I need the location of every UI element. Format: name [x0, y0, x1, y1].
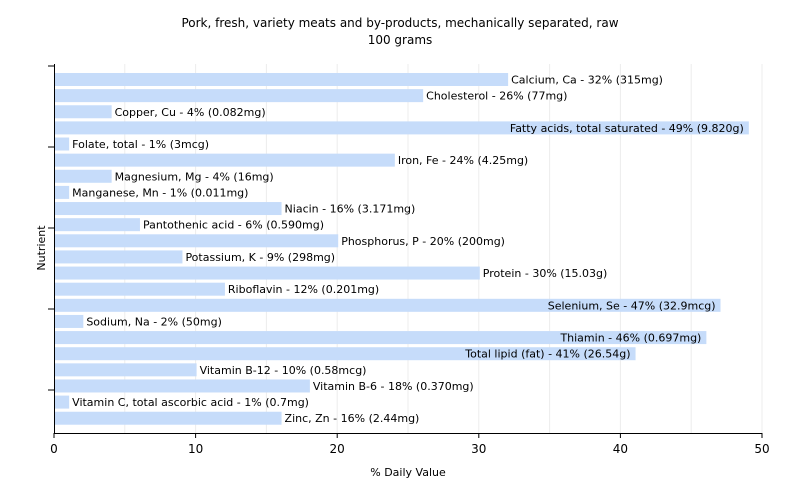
bar-label: Potassium, K - 9% (298mg): [185, 251, 335, 264]
bars: [55, 73, 749, 425]
bar: [55, 121, 749, 135]
bar: [55, 202, 282, 216]
bar-label: Vitamin B-12 - 10% (0.58mcg): [200, 364, 367, 377]
bar: [55, 153, 395, 167]
bar: [55, 363, 197, 377]
chart-subtitle: 100 grams: [368, 33, 433, 47]
bar-label: Total lipid (fat) - 41% (26.54g): [464, 348, 630, 361]
y-axis-title: Nutrient: [35, 225, 48, 271]
x-tick-label: 30: [471, 442, 486, 456]
bar-label: Manganese, Mn - 1% (0.011mg): [72, 186, 248, 199]
bar-label: Iron, Fe - 24% (4.25mg): [398, 154, 528, 167]
bar-label: Fatty acids, total saturated - 49% (9.82…: [510, 122, 744, 135]
bar-label: Protein - 30% (15.03g): [483, 267, 608, 280]
bar: [55, 314, 84, 328]
bar: [55, 298, 721, 312]
bar: [55, 89, 424, 103]
bar: [55, 331, 707, 345]
bar-label: Vitamin B-6 - 18% (0.370mg): [313, 380, 474, 393]
bar: [55, 282, 225, 296]
x-axis-title: % Daily Value: [370, 466, 446, 479]
bar: [55, 266, 480, 280]
x-tick-label: 40: [613, 442, 628, 456]
x-tick-label: 0: [50, 442, 58, 456]
bar: [55, 395, 70, 409]
bar: [55, 185, 70, 199]
bar-label: Niacin - 16% (3.171mg): [285, 203, 416, 216]
bar: [55, 250, 183, 264]
x-tick-label: 50: [754, 442, 769, 456]
bar: [55, 218, 140, 232]
bar: [55, 105, 112, 119]
bar-label: Copper, Cu - 4% (0.082mg): [115, 106, 266, 119]
bar-label: Folate, total - 1% (3mcg): [72, 138, 209, 151]
bar-label: Sodium, Na - 2% (50mg): [86, 315, 222, 328]
bar: [55, 169, 112, 183]
bar-label: Riboflavin - 12% (0.201mg): [228, 283, 379, 296]
bar-label: Selenium, Se - 47% (32.9mcg): [548, 299, 716, 312]
bar: [55, 347, 636, 361]
bar-label: Calcium, Ca - 32% (315mg): [511, 74, 663, 87]
bar: [55, 379, 310, 393]
bar: [55, 73, 509, 86]
bar-label: Zinc, Zn - 16% (2.44mg): [285, 412, 420, 425]
x-tick-label: 10: [188, 442, 203, 456]
bar-label: Pantothenic acid - 6% (0.590mg): [143, 219, 324, 232]
bar: [55, 234, 339, 248]
x-tick-label: 20: [330, 442, 345, 456]
bar-label: Cholesterol - 26% (77mg): [426, 90, 567, 103]
bar: [55, 411, 282, 425]
bar-label: Thiamin - 46% (0.697mg): [559, 332, 701, 345]
bar-labels: Calcium, Ca - 32% (315mg) Cholesterol - 2…: [72, 74, 744, 426]
bar: [55, 137, 70, 151]
grid-lines: [124, 64, 763, 433]
bar-label: Vitamin C, total ascorbic acid - 1% (0.7…: [72, 396, 309, 409]
chart-title: Pork, fresh, variety meats and by-produc…: [181, 16, 618, 30]
bar-label: Phosphorus, P - 20% (200mg): [341, 235, 505, 248]
axes: 0 10 20 30 40 50: [48, 64, 770, 456]
bar-label: Magnesium, Mg - 4% (16mg): [115, 170, 274, 183]
